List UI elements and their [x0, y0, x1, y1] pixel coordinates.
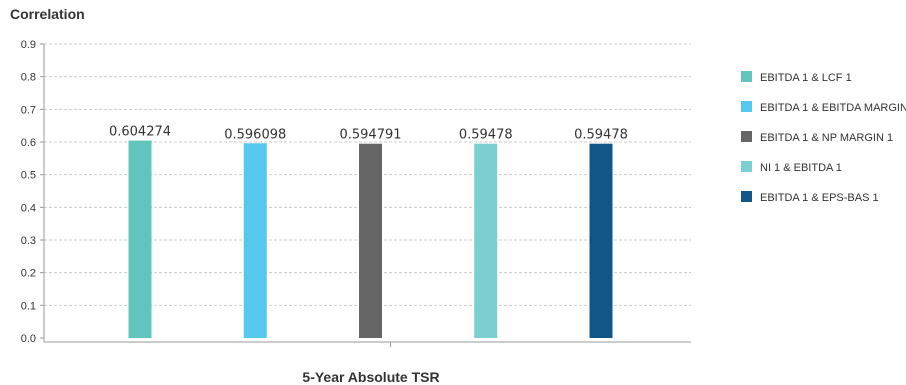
- bar[interactable]: [243, 143, 267, 338]
- y-tick-label: 0.9: [21, 39, 36, 51]
- data-labels: 0.604274 0.596098 0.594791 0.59478 0.59478: [109, 125, 628, 143]
- bar[interactable]: [474, 143, 498, 338]
- legend-label[interactable]: NI 1 & EBITDA 1: [760, 162, 842, 174]
- data-label: 0.59478: [574, 128, 628, 143]
- bar[interactable]: [128, 140, 152, 338]
- legend-swatch[interactable]: [741, 71, 752, 82]
- y-tick-label: 0.5: [21, 170, 36, 182]
- y-tick-label: 0.4: [21, 202, 36, 214]
- x-axis-title: 5-Year Absolute TSR: [302, 369, 439, 385]
- legend-label[interactable]: EBITDA 1 & EBITDA MARGIN: [760, 102, 906, 114]
- data-label: 0.59478: [459, 128, 513, 143]
- data-label: 0.594791: [339, 128, 401, 143]
- y-tick-label: 0.7: [21, 104, 36, 116]
- legend-swatch[interactable]: [741, 101, 752, 112]
- y-tick-label: 0.6: [21, 137, 36, 149]
- gridlines: [44, 43, 691, 306]
- legend: EBITDA 1 & LCF 1 EBITDA 1 & EBITDA MARGIN…: [741, 71, 906, 204]
- bar[interactable]: [589, 143, 613, 338]
- bars: [128, 140, 613, 338]
- y-tick-label: 0.3: [21, 235, 36, 247]
- y-tick-label: 0.1: [21, 300, 36, 312]
- legend-swatch[interactable]: [741, 131, 752, 142]
- legend-label[interactable]: EBITDA 1 & LCF 1: [760, 72, 852, 84]
- axes: Correlation 5-Year Absolute TSR 0.0 0.1 0.…: [10, 6, 691, 385]
- y-tick-label: 0.0: [21, 333, 36, 345]
- y-tick-label: 0.8: [21, 72, 36, 84]
- legend-swatch[interactable]: [741, 191, 752, 202]
- legend-swatch[interactable]: [741, 161, 752, 172]
- y-axis-title: Correlation: [10, 6, 85, 22]
- bar[interactable]: [359, 143, 382, 338]
- data-label: 0.596098: [224, 127, 286, 142]
- y-tick-label: 0.2: [21, 268, 36, 280]
- legend-label[interactable]: EBITDA 1 & NP MARGIN 1: [760, 132, 893, 144]
- legend-label[interactable]: EBITDA 1 & EPS-BAS 1: [760, 192, 879, 204]
- data-label: 0.604274: [109, 125, 171, 140]
